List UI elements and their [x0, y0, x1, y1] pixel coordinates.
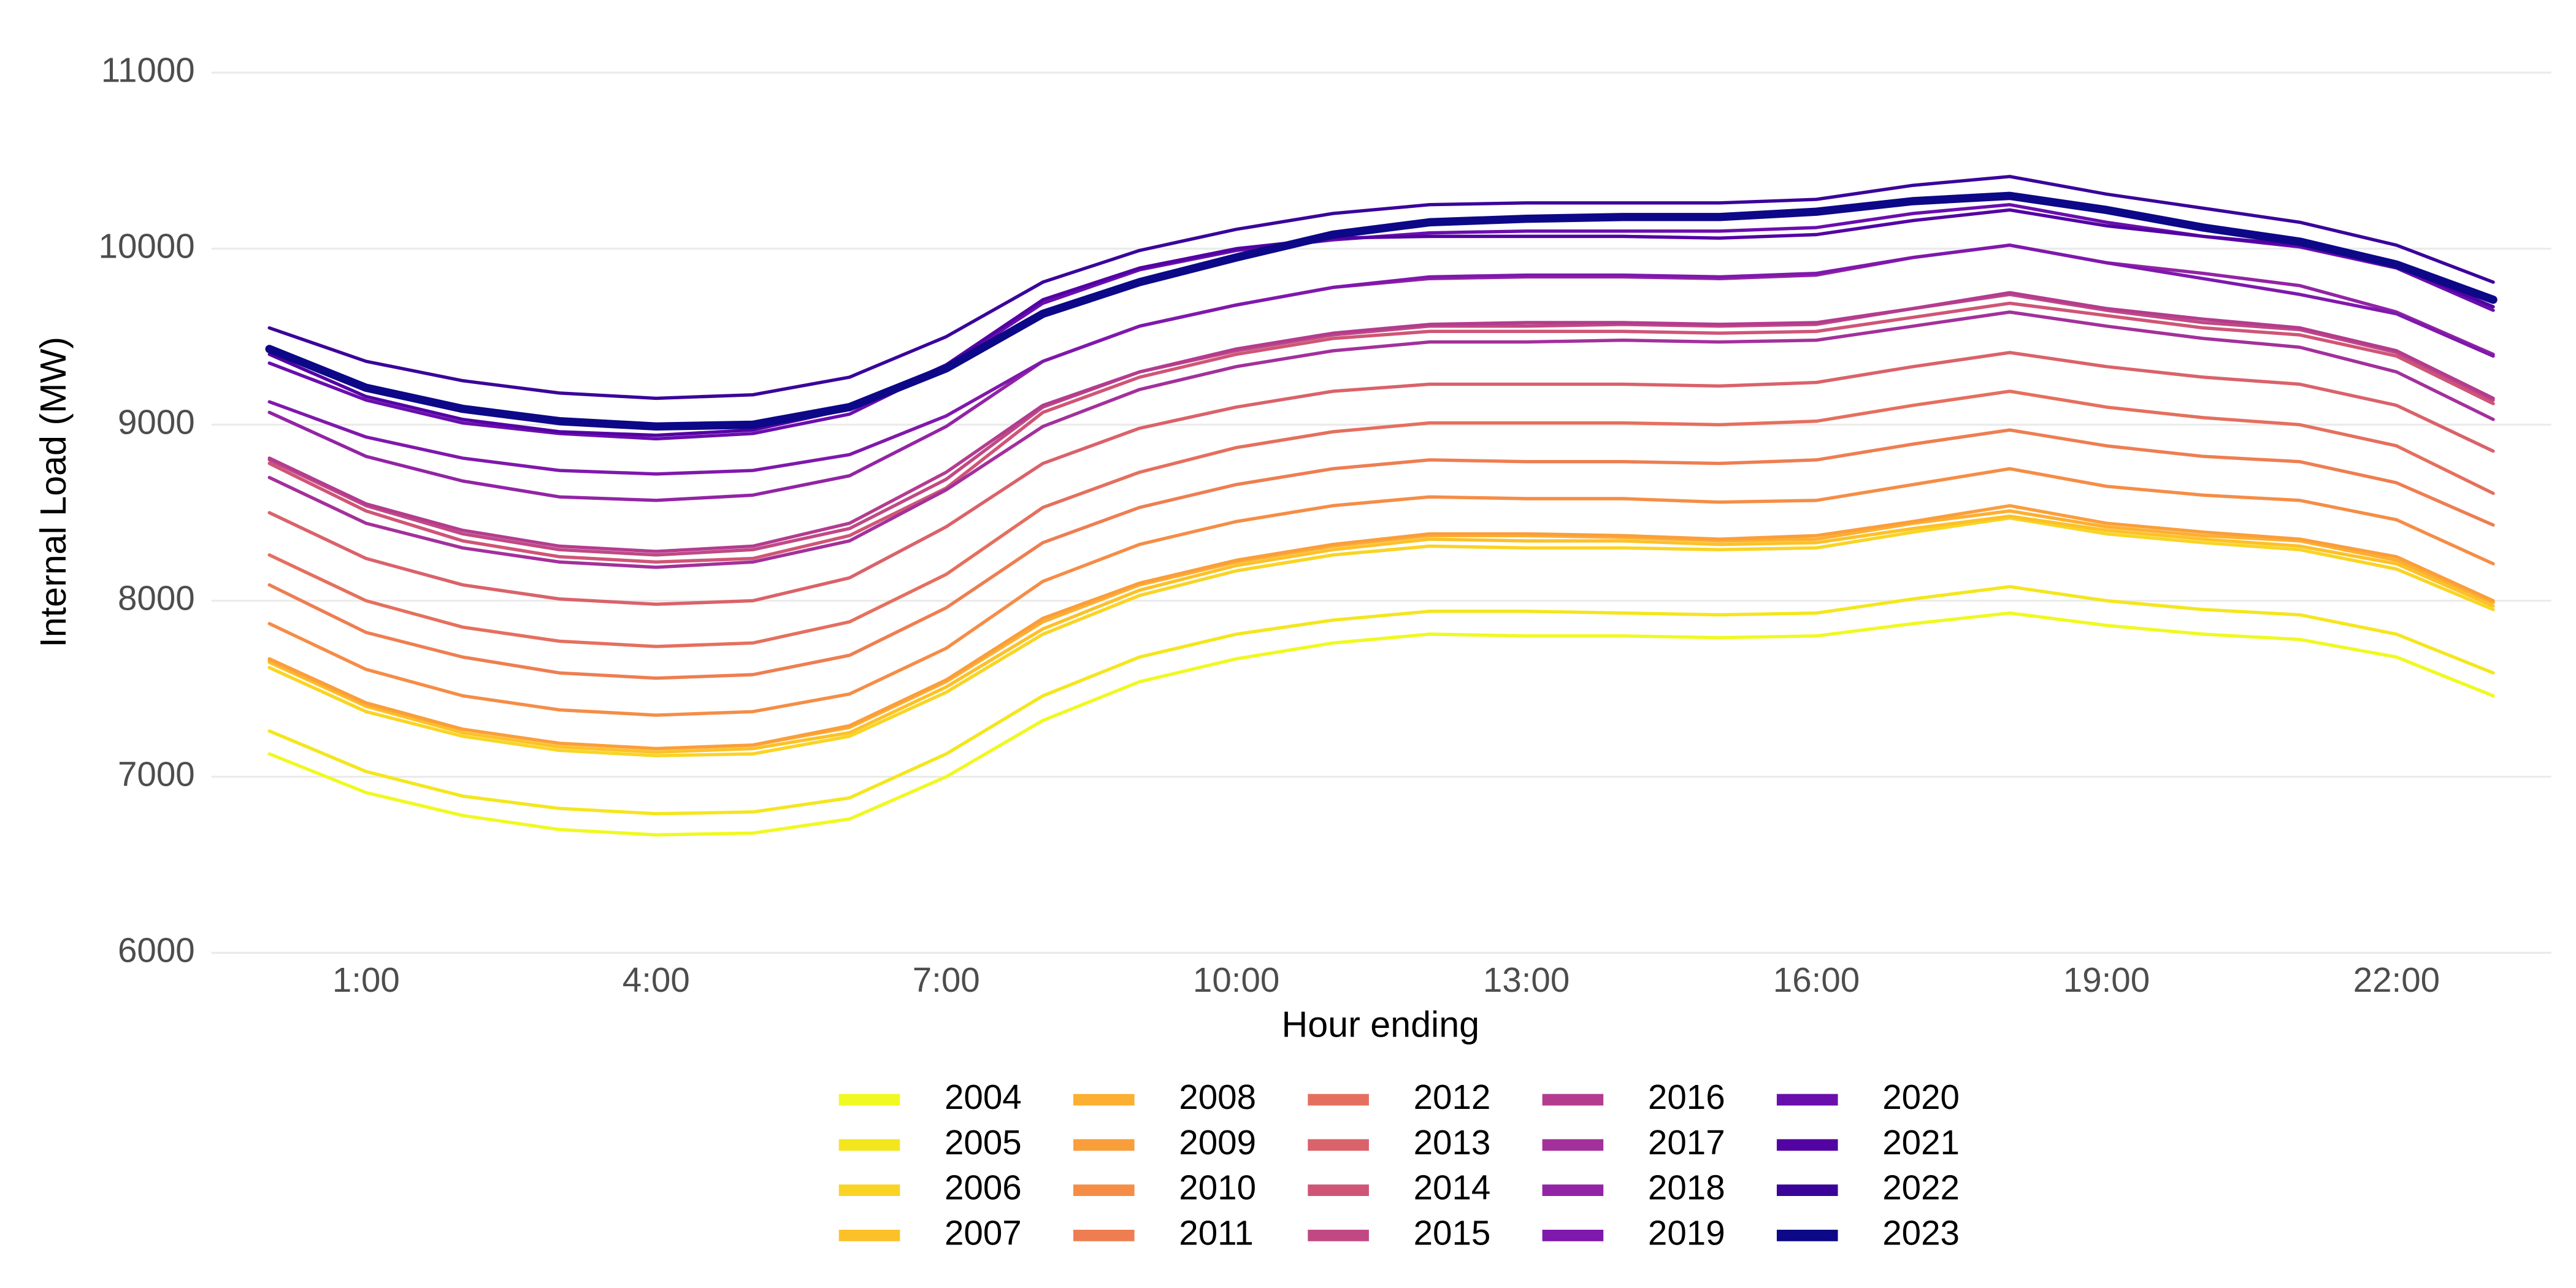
series-line — [267, 293, 2495, 557]
series-line — [267, 291, 2495, 553]
x-tick-label: 1:00 — [332, 960, 400, 999]
legend-label: 2004 — [945, 1078, 1022, 1116]
legend-label: 2018 — [1648, 1168, 1725, 1207]
x-tick-label: 22:00 — [2353, 960, 2440, 999]
series-line — [267, 504, 2495, 751]
x-tick-label: 10:00 — [1193, 960, 1279, 999]
x-axis-title: Hour ending — [1281, 1003, 1479, 1045]
legend-label: 2011 — [1179, 1213, 1254, 1252]
legend-label: 2005 — [945, 1123, 1022, 1162]
series-line — [267, 467, 2495, 717]
series-line — [267, 389, 2495, 648]
y-axis-title: Internal Load (MW) — [33, 337, 74, 648]
legend-label: 2009 — [1179, 1123, 1256, 1162]
legend-label: 2008 — [1179, 1078, 1256, 1116]
lines — [265, 175, 2497, 837]
series-line — [267, 175, 2495, 401]
series-line — [267, 611, 2495, 837]
series-line — [267, 428, 2495, 680]
series-line — [265, 191, 2497, 431]
legend-label: 2022 — [1882, 1168, 1960, 1207]
x-tick-label: 16:00 — [1773, 960, 1860, 999]
legend: 2004 2005 2006 2007 2008 2009 2010 2011 2012 2013… — [838, 1078, 1960, 1252]
x-tick-label: 13:00 — [1483, 960, 1570, 999]
grid — [211, 71, 2551, 954]
legend-label: 2015 — [1414, 1213, 1491, 1252]
x-tick-label: 19:00 — [2063, 960, 2150, 999]
series-line — [267, 208, 2495, 437]
series-line — [267, 351, 2495, 606]
legend-label: 2014 — [1414, 1168, 1491, 1207]
series-line — [267, 301, 2495, 564]
legend-label: 2006 — [945, 1168, 1022, 1207]
legend-label: 2017 — [1648, 1123, 1725, 1162]
series-line — [267, 515, 2495, 754]
y-tick-label: 6000 — [118, 930, 195, 969]
y-tick-label: 7000 — [118, 754, 195, 793]
series-line — [267, 243, 2495, 476]
legend-label: 2007 — [945, 1213, 1022, 1252]
y-tick-label: 9000 — [118, 402, 195, 441]
legend-label: 2010 — [1179, 1168, 1256, 1207]
legend-label: 2023 — [1882, 1213, 1960, 1252]
x-tick-label: 7:00 — [913, 960, 980, 999]
series-line — [267, 310, 2495, 569]
series-line — [267, 585, 2495, 816]
legend-label: 2021 — [1882, 1123, 1960, 1162]
legend-label: 2020 — [1882, 1078, 1960, 1116]
legend-label: 2016 — [1648, 1078, 1725, 1116]
legend-label: 2012 — [1414, 1078, 1491, 1116]
axes: 6000 7000 8000 9000 10000 11000 1:00 4:00 7:00 10… — [99, 50, 2440, 999]
legend-label: 2013 — [1414, 1123, 1491, 1162]
y-tick-label: 11000 — [101, 50, 195, 89]
series-line — [267, 516, 2495, 757]
y-tick-label: 10000 — [99, 226, 195, 265]
y-tick-label: 8000 — [118, 578, 195, 617]
legend-label: 2019 — [1648, 1213, 1725, 1252]
x-tick-label: 4:00 — [623, 960, 690, 999]
